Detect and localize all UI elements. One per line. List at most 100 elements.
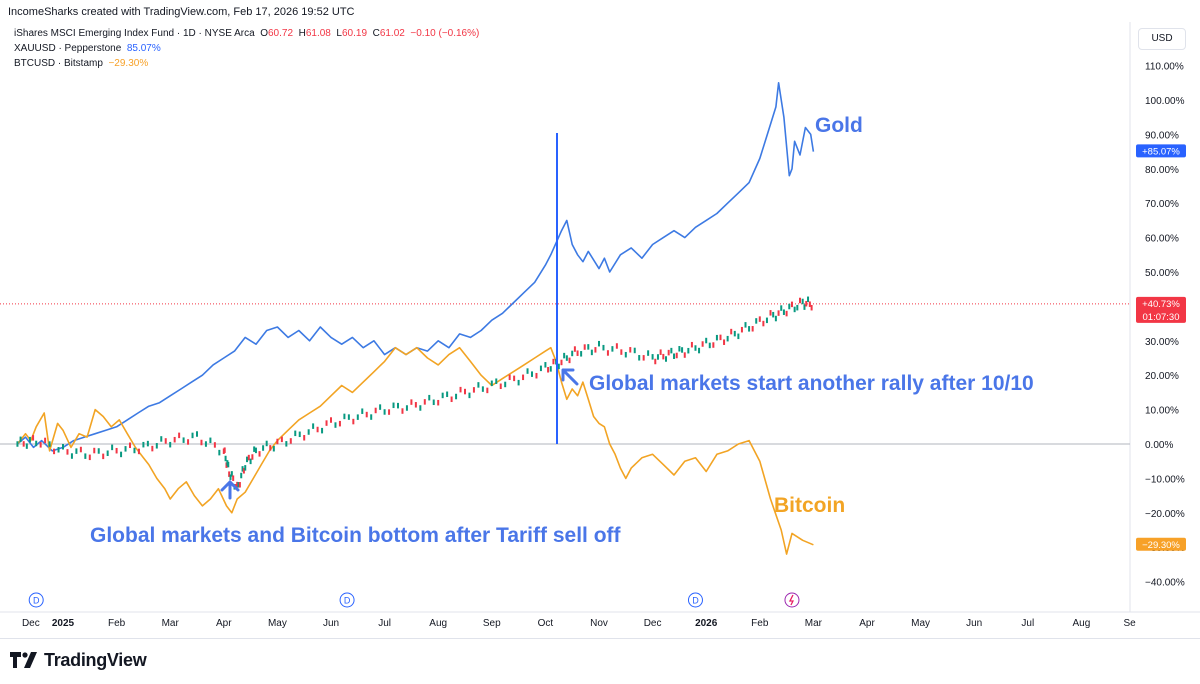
ohlc-high: 61.08 [305, 28, 331, 39]
candle [712, 342, 715, 348]
ohlc-low-label: L [336, 28, 342, 39]
candle [62, 444, 64, 450]
candle [673, 353, 676, 359]
dividend-marker[interactable] [339, 592, 355, 608]
ohlc-low: 60.19 [341, 28, 368, 39]
candle [254, 447, 257, 454]
candle [19, 436, 22, 443]
candle [213, 442, 216, 448]
gold-series-line[interactable] [16, 82, 815, 452]
candle [253, 446, 256, 452]
candle [142, 441, 145, 448]
candle [675, 352, 678, 359]
candle [495, 378, 498, 384]
y-tick-label: −20.00% [1145, 509, 1185, 520]
candle [419, 405, 422, 411]
y-tick-label: 50.00% [1145, 268, 1179, 279]
candle [70, 453, 73, 459]
candle [683, 352, 686, 358]
candle [265, 440, 268, 447]
legend-bitcoin[interactable]: BTCUSD · Bitstamp −29.30% [14, 58, 148, 69]
y-tick-label: 0.00% [1145, 440, 1173, 451]
candle [690, 341, 693, 348]
y-tick-label: 60.00% [1145, 234, 1179, 245]
candle [272, 445, 275, 452]
candle [227, 461, 230, 468]
x-tick-label: Jun [323, 618, 339, 629]
candle [642, 355, 645, 361]
candle [769, 310, 772, 316]
candle [539, 365, 542, 372]
candle [106, 450, 109, 456]
candle [115, 447, 118, 454]
x-tick-label: 2025 [52, 618, 75, 629]
price-axis-label [1136, 296, 1186, 323]
candle [146, 440, 149, 447]
candle [808, 301, 811, 307]
candle [379, 404, 382, 410]
candle [793, 306, 796, 313]
rally-arrow-icon [561, 368, 579, 386]
candle [124, 446, 127, 452]
candle [571, 350, 574, 357]
candle [88, 454, 91, 461]
candle [464, 388, 466, 395]
candle [499, 383, 502, 390]
bitcoin-series-value: −29.30% [108, 58, 149, 69]
candle [573, 346, 576, 352]
bitcoin-series-line[interactable] [16, 346, 814, 555]
candle [602, 344, 605, 351]
candle [785, 310, 788, 317]
legend-main-symbol[interactable]: iShares MSCI Emerging Index Fund · 1D · … [14, 28, 479, 39]
tradingview-logo[interactable]: TradingView [10, 648, 147, 672]
candle [57, 447, 60, 453]
gold-series-value: 85.07% [126, 43, 161, 54]
candle [486, 387, 489, 394]
candle [450, 396, 453, 403]
candle [66, 449, 69, 455]
candle [590, 349, 593, 356]
candle [321, 427, 324, 434]
candle [719, 334, 722, 341]
candle [218, 449, 221, 456]
dividend-marker[interactable] [687, 592, 703, 608]
candle [544, 362, 547, 368]
candle [799, 297, 801, 304]
candle [517, 379, 520, 386]
candle [665, 356, 667, 362]
tradingview-logo-icon [10, 652, 37, 668]
candle [633, 347, 636, 354]
dividend-marker[interactable] [28, 592, 44, 608]
event-marker[interactable] [784, 592, 800, 608]
currency-button[interactable]: USD [1138, 28, 1186, 50]
candle [774, 315, 777, 322]
candle [560, 359, 563, 366]
legend-gold[interactable]: XAUUSD · Pepperstone 85.07% [14, 43, 161, 54]
candle [694, 345, 697, 351]
candle [32, 435, 35, 441]
x-tick-label: Mar [162, 618, 180, 629]
candle [565, 355, 568, 361]
candle [53, 448, 56, 455]
candle [223, 447, 226, 453]
candle [651, 354, 654, 360]
candle [708, 342, 711, 349]
x-tick-label: Feb [751, 618, 769, 629]
x-tick-label: Se [1124, 618, 1137, 629]
bottom-arrow-icon [220, 479, 240, 500]
candle [196, 431, 198, 437]
candle [762, 320, 765, 327]
candle [383, 409, 386, 415]
main-symbol-name: iShares MSCI Emerging Index Fund · 1D · … [14, 28, 255, 39]
gold-annotation: Gold [815, 114, 863, 137]
candle [237, 482, 240, 488]
candle [580, 351, 583, 357]
candle [370, 414, 373, 420]
candle [35, 440, 38, 447]
x-tick-label: Dec [22, 618, 40, 629]
candle [667, 349, 670, 356]
candle [681, 347, 684, 353]
candle [807, 296, 810, 303]
candle [111, 444, 114, 451]
